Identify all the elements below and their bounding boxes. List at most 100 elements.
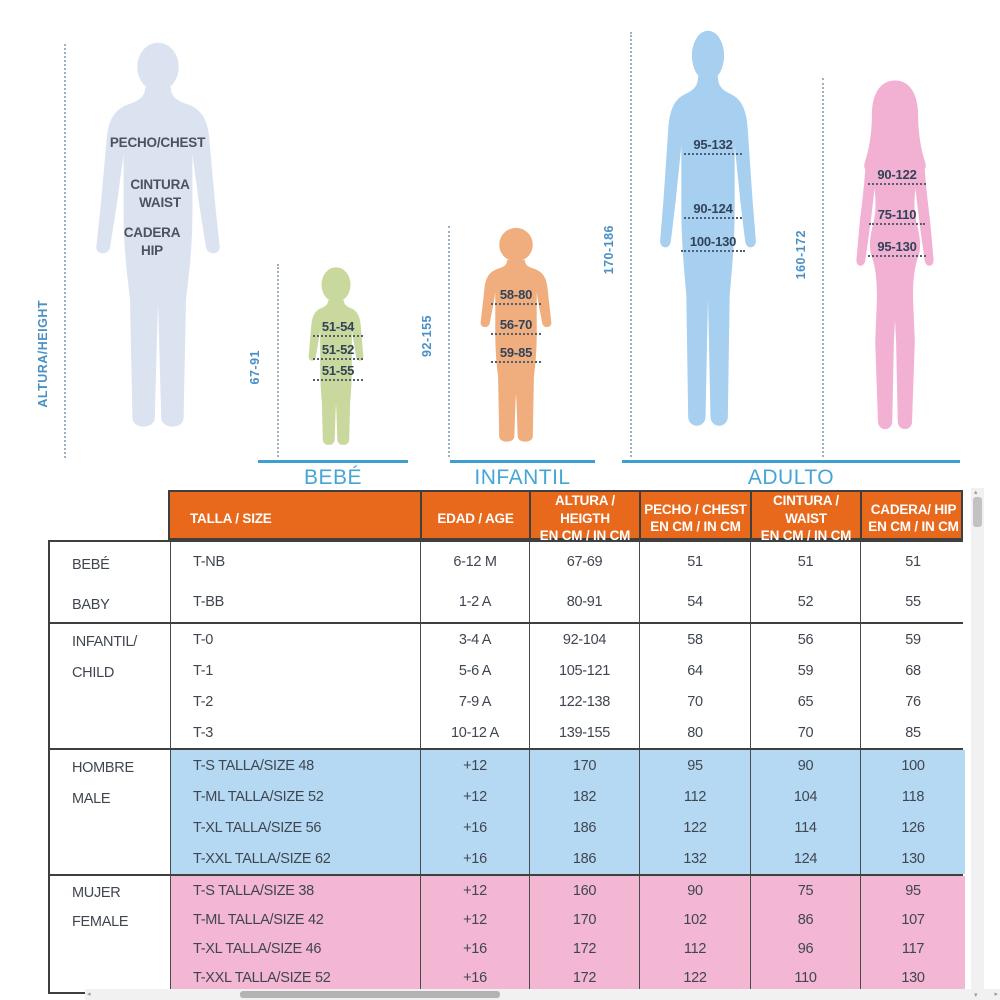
- cell-infantil-pecho: 58: [639, 624, 750, 655]
- height-dotted-line-generic: [64, 44, 66, 458]
- cell-bebe-altura: 80-91: [529, 582, 639, 622]
- column-header-cintura: CINTURA / WAIST EN CM / IN CM: [750, 492, 860, 545]
- baby-figure-icon: [308, 267, 364, 445]
- man-height-range: 170-186: [602, 225, 616, 275]
- cell-hombre-pecho: 132: [639, 843, 750, 874]
- column-header-edad: EDAD / AGE: [420, 492, 529, 545]
- cell-mujer-talla: T-S TALLA/SIZE 38: [170, 876, 420, 905]
- cell-mujer-pecho: 122: [639, 963, 750, 992]
- cell-mujer-altura: 172: [529, 963, 639, 992]
- cell-hombre-talla: T-S TALLA/SIZE 48: [170, 750, 420, 781]
- cell-infantil-pecho: 64: [639, 655, 750, 686]
- cell-mujer-cadera: 130: [860, 963, 965, 992]
- child-chest-measure: 58-80: [468, 286, 564, 305]
- cell-infantil-edad: 5-6 A: [420, 655, 529, 686]
- group-label-infantil: INFANTIL/CHILD: [50, 624, 170, 748]
- baby-chest-measure: 51-54: [293, 318, 383, 337]
- cell-bebe-edad: 1-2 A: [420, 582, 529, 622]
- table-group-infantil: INFANTIL/CHILD T-0 3-4 A 92-104 58 56 59 T-1 5-6…: [48, 622, 965, 748]
- cell-infantil-edad: 3-4 A: [420, 624, 529, 655]
- cell-infantil-talla: T-2: [170, 686, 420, 717]
- chest-label: PECHO/CHEST: [109, 135, 206, 150]
- cell-hombre-talla: T-ML TALLA/SIZE 52: [170, 781, 420, 812]
- vertical-scrollbar-thumb[interactable]: [973, 497, 982, 527]
- cell-bebe-cadera: 51: [860, 542, 965, 582]
- cell-mujer-pecho: 112: [639, 934, 750, 963]
- cell-bebe-cintura: 51: [750, 542, 860, 582]
- table-header-row: TALLA / SIZE EDAD / AGE ALTURA / HEIGTH EN …: [168, 490, 963, 545]
- cell-mujer-cadera: 107: [860, 905, 965, 934]
- cell-bebe-cintura: 52: [750, 582, 860, 622]
- man-silhouette: [646, 28, 770, 458]
- child-waist-measure: 56-70: [468, 316, 564, 335]
- cell-infantil-altura: 105-121: [529, 655, 639, 686]
- group-label-hombre: HOMBRE MALE: [50, 750, 170, 874]
- baby-silhouette: [292, 262, 380, 458]
- cell-hombre-cadera: 126: [860, 812, 965, 843]
- woman-height-range: 160-172: [794, 230, 808, 280]
- scroll-down-arrow-icon[interactable]: ▾: [974, 992, 978, 999]
- woman-chest-measure: 90-122: [843, 166, 951, 185]
- hip-label: CADERA HIP: [123, 225, 181, 258]
- woman-figure-icon: [856, 80, 934, 430]
- cell-infantil-cadera: 85: [860, 717, 965, 748]
- cell-mujer-edad: +12: [420, 905, 529, 934]
- column-header-altura: ALTURA / HEIGTH EN CM / IN CM: [529, 492, 639, 545]
- bebe-caption: BEBÉ: [303, 466, 363, 489]
- cell-mujer-cintura: 96: [750, 934, 860, 963]
- cell-hombre-altura: 170: [529, 750, 639, 781]
- cell-mujer-edad: +16: [420, 963, 529, 992]
- child-silhouette: [460, 222, 572, 458]
- cell-hombre-pecho: 112: [639, 781, 750, 812]
- scroll-left-arrow-icon[interactable]: ◂: [87, 991, 91, 998]
- horizontal-scrollbar[interactable]: ◂ ▸: [85, 989, 1000, 1000]
- table-body: BEBÉ BABY T-NB 6-12 M 67-69 51 51 51 T-BB 1-2 A 80…: [48, 540, 965, 994]
- cell-infantil-talla: T-0: [170, 624, 420, 655]
- child-figure-icon: [480, 227, 552, 442]
- cell-mujer-altura: 170: [529, 905, 639, 934]
- cell-infantil-edad: 7-9 A: [420, 686, 529, 717]
- cell-infantil-cadera: 59: [860, 624, 965, 655]
- group-label-bebe: BEBÉ BABY: [50, 542, 170, 622]
- horizontal-scrollbar-thumb[interactable]: [240, 991, 500, 998]
- scroll-up-arrow-icon[interactable]: ▴: [974, 489, 978, 496]
- cell-hombre-talla: T-XXL TALLA/SIZE 62: [170, 843, 420, 874]
- cell-mujer-altura: 160: [529, 876, 639, 905]
- infantil-underline: [450, 460, 595, 463]
- cell-mujer-talla: T-XL TALLA/SIZE 46: [170, 934, 420, 963]
- man-figure-icon: [660, 30, 756, 426]
- cell-hombre-talla: T-XL TALLA/SIZE 56: [170, 812, 420, 843]
- cell-mujer-edad: +12: [420, 876, 529, 905]
- cell-bebe-cadera: 55: [860, 582, 965, 622]
- cell-mujer-cadera: 117: [860, 934, 965, 963]
- scroll-right-arrow-icon[interactable]: ▸: [994, 991, 998, 998]
- cell-infantil-altura: 122-138: [529, 686, 639, 717]
- cell-hombre-edad: +16: [420, 843, 529, 874]
- man-chest-measure: 95-132: [658, 136, 768, 155]
- vertical-scrollbar[interactable]: ▴ ▾: [971, 488, 984, 1000]
- cell-mujer-edad: +16: [420, 934, 529, 963]
- cell-infantil-talla: T-3: [170, 717, 420, 748]
- cell-bebe-edad: 6-12 M: [420, 542, 529, 582]
- cell-mujer-talla: T-ML TALLA/SIZE 42: [170, 905, 420, 934]
- cell-infantil-edad: 10-12 A: [420, 717, 529, 748]
- column-header-cadera: CADERA/ HIP EN CM / IN CM: [860, 492, 965, 545]
- table-group-hombre: HOMBRE MALE T-S TALLA/SIZE 48 +12 170 95 90 100…: [48, 748, 965, 874]
- cell-hombre-pecho: 122: [639, 812, 750, 843]
- cell-hombre-cintura: 114: [750, 812, 860, 843]
- cell-hombre-cintura: 124: [750, 843, 860, 874]
- size-table: TALLA / SIZE EDAD / AGE ALTURA / HEIGTH EN …: [48, 490, 965, 994]
- cell-mujer-cintura: 75: [750, 876, 860, 905]
- cell-hombre-cadera: 118: [860, 781, 965, 812]
- cell-bebe-pecho: 51: [639, 542, 750, 582]
- cell-hombre-cintura: 90: [750, 750, 860, 781]
- height-dotted-line-child: [448, 226, 450, 457]
- cell-infantil-altura: 139-155: [529, 717, 639, 748]
- cell-hombre-edad: +12: [420, 781, 529, 812]
- cell-infantil-cintura: 56: [750, 624, 860, 655]
- cell-infantil-pecho: 80: [639, 717, 750, 748]
- cell-mujer-cintura: 86: [750, 905, 860, 934]
- cell-infantil-talla: T-1: [170, 655, 420, 686]
- cell-hombre-cadera: 130: [860, 843, 965, 874]
